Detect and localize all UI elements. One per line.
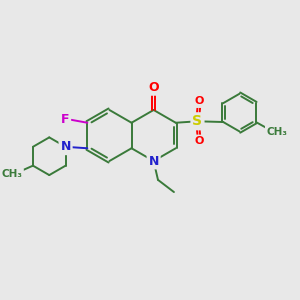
Text: F: F <box>61 113 69 126</box>
Text: S: S <box>193 114 202 128</box>
Text: CH₃: CH₃ <box>266 127 287 136</box>
Text: N: N <box>148 154 159 167</box>
Text: CH₃: CH₃ <box>1 169 22 179</box>
Text: O: O <box>148 81 159 94</box>
Text: O: O <box>194 136 204 146</box>
Text: N: N <box>60 140 71 153</box>
Text: O: O <box>194 96 204 106</box>
